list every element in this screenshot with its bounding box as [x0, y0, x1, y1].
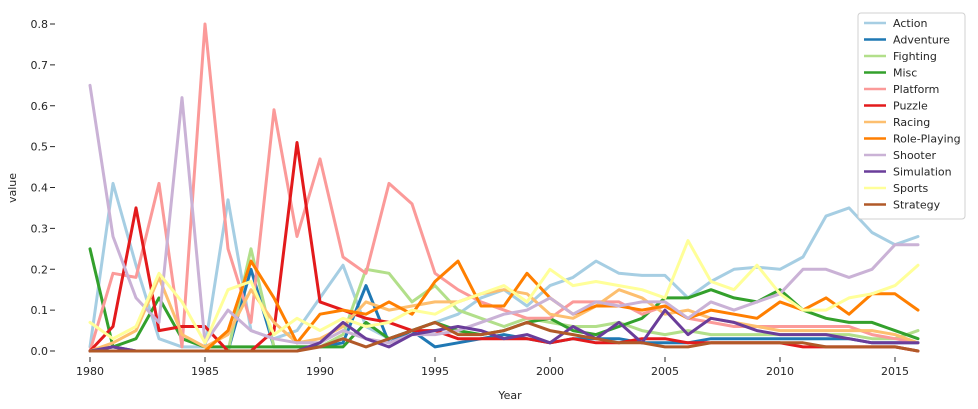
- legend-label: Shooter: [893, 149, 936, 162]
- y-tick-label: 0.5: [31, 141, 49, 154]
- legend-label: Sports: [893, 182, 929, 195]
- y-tick-label: 0.0: [31, 345, 49, 358]
- x-tick-label: 2010: [766, 365, 794, 378]
- x-tick-label: 2015: [881, 365, 909, 378]
- series-line-role-playing: [88, 259, 920, 353]
- series-line-platform: [88, 22, 920, 353]
- y-tick-label: 0.3: [31, 222, 49, 235]
- x-axis-label: Year: [497, 389, 522, 402]
- y-tick-label: 0.1: [31, 304, 49, 317]
- x-tick-label: 2005: [651, 365, 679, 378]
- y-tick-label: 0.7: [31, 59, 49, 72]
- series-line-strategy: [88, 320, 920, 353]
- legend-label: Fighting: [893, 50, 937, 63]
- legend-label: Adventure: [893, 34, 950, 47]
- legend: Action Adventure Fighting Misc Platform Puzzl…: [857, 12, 966, 220]
- y-tick-label: 0.6: [31, 100, 49, 113]
- y-tick-label: 0.2: [31, 263, 49, 276]
- legend-label: Platform: [893, 83, 939, 96]
- series-line-racing: [88, 275, 920, 353]
- x-tick-label: 1990: [306, 365, 334, 378]
- legend-label: Strategy: [893, 199, 941, 212]
- x-axis: 1980 1985 1990 1995 2000 2005 2010 2015: [76, 357, 909, 378]
- legend-box: [857, 12, 966, 220]
- x-tick-label: 1980: [76, 365, 104, 378]
- y-axis: 0.0 0.1 0.2 0.3 0.4 0.5 0.6 0.7 0.8: [31, 18, 55, 358]
- legend-label: Role-Playing: [893, 133, 961, 146]
- legend-label: Puzzle: [893, 100, 928, 113]
- x-tick-label: 1995: [421, 365, 449, 378]
- x-tick-label: 2000: [536, 365, 564, 378]
- y-tick-label: 0.8: [31, 18, 49, 31]
- legend-label: Racing: [893, 116, 930, 129]
- x-tick-label: 1985: [191, 365, 219, 378]
- series-line-sports: [88, 239, 920, 345]
- legend-label: Misc: [893, 67, 917, 80]
- y-axis-label: value: [6, 173, 19, 203]
- series-lines: [88, 22, 920, 353]
- legend-label: Simulation: [893, 166, 952, 179]
- y-tick-label: 0.4: [31, 182, 49, 195]
- legend-label: Action: [893, 17, 927, 30]
